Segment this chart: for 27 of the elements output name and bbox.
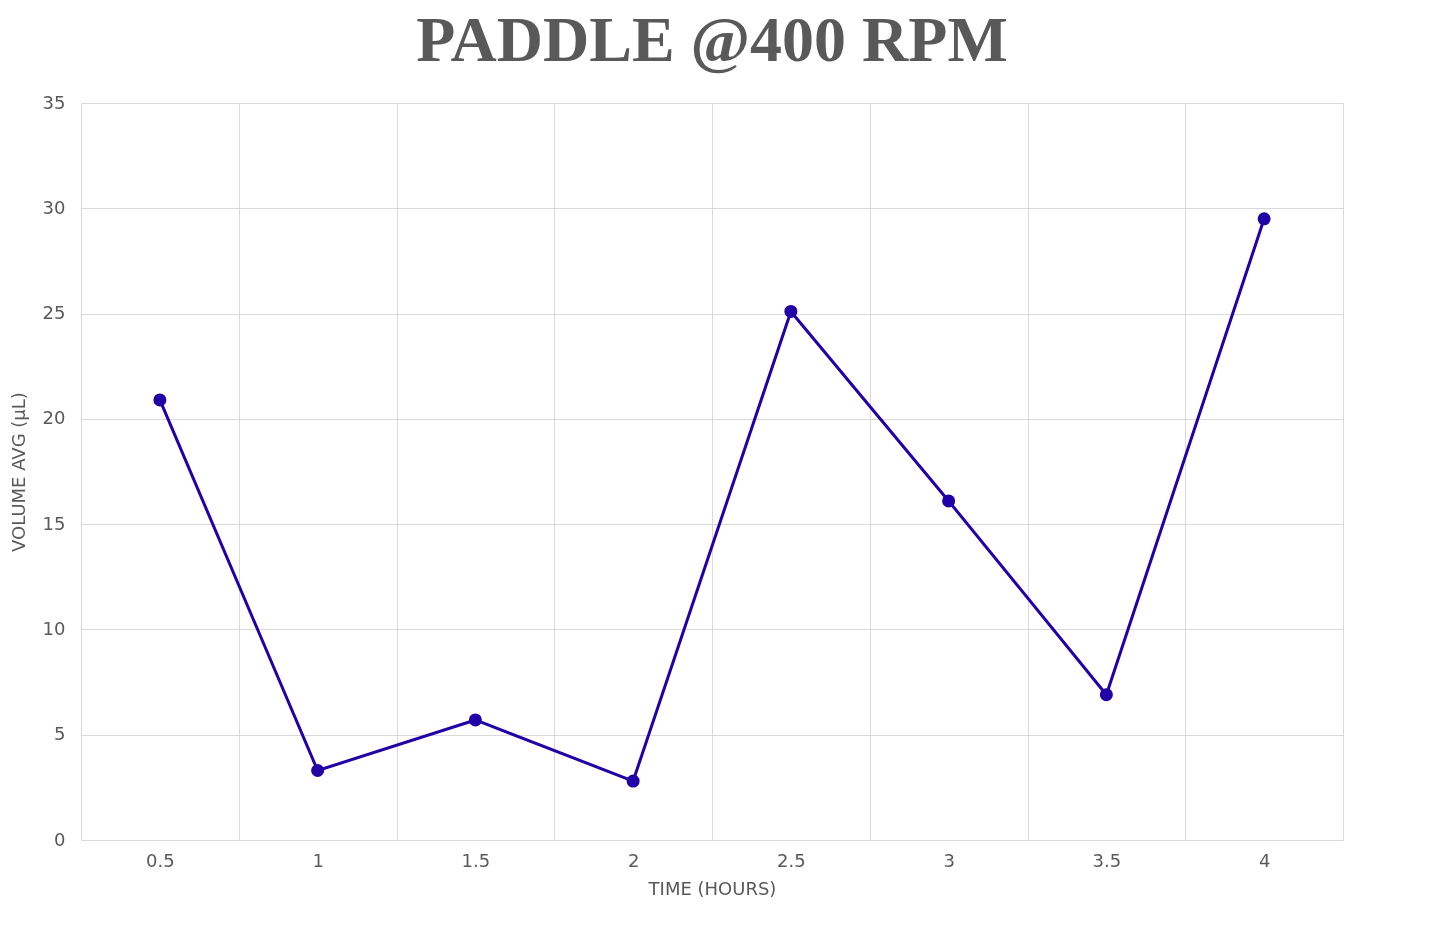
y-axis-title: VOLUME AVG (µL) — [7, 392, 29, 552]
y-tick-label: 25 — [42, 302, 66, 324]
point — [626, 774, 640, 788]
x-tick-label: 2.5 — [777, 849, 806, 871]
x-tick-label: 1.5 — [461, 849, 491, 871]
x-tick-label: 3.5 — [1092, 849, 1122, 871]
point — [942, 494, 956, 508]
x-tick-label: 1 — [312, 849, 324, 871]
point — [784, 304, 798, 318]
x-tick-label: 4 — [1258, 849, 1271, 871]
y-tick-label: 15 — [42, 512, 66, 534]
point — [468, 713, 482, 727]
y-tick-label: 10 — [42, 617, 66, 639]
y-tick-label: 35 — [42, 91, 66, 113]
chart-title: PADDLE @400 RPM — [416, 4, 1008, 75]
point — [153, 393, 167, 407]
point — [1257, 212, 1271, 226]
y-tick-label: 30 — [42, 196, 66, 218]
y-tick-label: 20 — [42, 407, 66, 429]
x-tick-label: 0.5 — [146, 849, 175, 871]
y-tick-label: 0 — [54, 828, 66, 850]
point — [1099, 688, 1113, 702]
x-tick-label: 2 — [627, 849, 640, 871]
point — [311, 764, 325, 778]
x-axis-title: TIME (HOURS) — [647, 877, 777, 899]
x-tick-label: 3 — [943, 849, 955, 871]
y-tick-label: 5 — [54, 723, 66, 745]
